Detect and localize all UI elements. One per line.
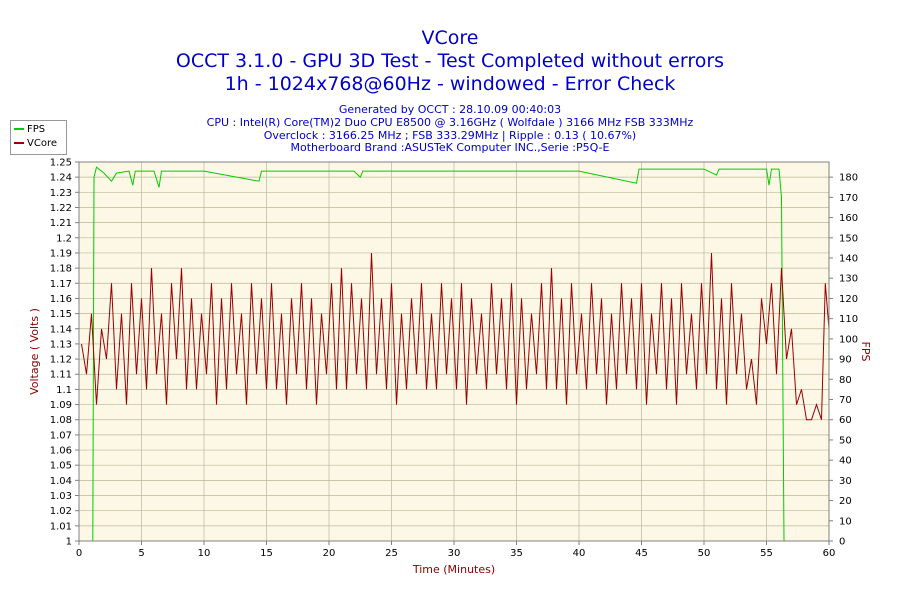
y2-tick-label: 140 [839, 254, 858, 265]
y2-tick-label: 80 [839, 375, 852, 386]
y-tick-label: 1.04 [50, 476, 72, 487]
x-tick-label: 60 [823, 548, 836, 559]
y-tick-label: 1.1 [56, 385, 72, 396]
y2-tick-label: 100 [839, 334, 858, 345]
y2-tick-label: 20 [839, 496, 852, 507]
chart-subtitle-test: OCCT 3.1.0 - GPU 3D Test - Test Complete… [175, 50, 725, 72]
y-tick-label: 1.23 [50, 188, 72, 199]
y2-tick-label: 70 [839, 395, 852, 406]
overclock-info: Overclock : 3166.25 MHz ; FSB 333.29MHz … [263, 128, 637, 142]
y-tick-label: 1.07 [50, 430, 72, 441]
grid-lines [78, 161, 830, 542]
y2-tick-label: 50 [839, 435, 852, 446]
y-tick-label: 1.21 [50, 218, 72, 229]
y-tick-label: 1.18 [50, 264, 72, 275]
y2-tick-label: 110 [839, 314, 858, 325]
y-tick-label: 1.17 [50, 279, 72, 290]
tick-labels: 0 5 10 15 20 25 30 35 40 45 50 55 601.251.241.231.22… [50, 158, 858, 560]
y2-tick-label: 10 [839, 516, 852, 527]
x-axis-label: Time (Minutes) [412, 563, 495, 576]
x-tick-label: 40 [573, 548, 586, 559]
y-tick-label: 1 [66, 537, 72, 548]
y2-tick-label: 170 [839, 193, 858, 204]
y2-tick-label: 40 [839, 456, 852, 467]
x-tick-label: 35 [510, 548, 523, 559]
y2-tick-label: 0 [839, 537, 845, 548]
legend-item-fps: FPS [14, 124, 45, 136]
y-tick-label: 1.02 [50, 506, 72, 517]
y2-tick-label: 160 [839, 213, 858, 224]
y-axis-label: Voltage ( Volts ) [28, 308, 41, 395]
legend-item-vcore: VCore [14, 138, 57, 150]
y-tick-label: 1.13 [50, 339, 72, 350]
x-tick-label: 15 [260, 548, 273, 559]
y-tick-label: 1.25 [50, 158, 72, 169]
series-line-vcore [81, 252, 830, 421]
y-tick-label: 1.24 [50, 173, 72, 184]
x-tick-label: 25 [385, 548, 398, 559]
y-tick-label: 1.06 [50, 446, 72, 457]
y-tick-label: 1.08 [50, 415, 72, 426]
y-tick-label: 1.05 [50, 461, 72, 472]
y-tick-label: 1.19 [50, 248, 72, 259]
chart-title: VCore [421, 27, 479, 49]
chart-subtitle-mode: 1h - 1024x768@60Hz - windowed - Error Ch… [224, 73, 676, 95]
x-tick-label: 55 [760, 548, 773, 559]
series-line-fps [79, 166, 829, 542]
y2-tick-label: 30 [839, 476, 852, 487]
generated-info: Generated by OCCT : 28.10.09 00:40:03 [338, 103, 562, 116]
y2-tick-label: 60 [839, 415, 852, 426]
y-tick-label: 1.09 [50, 400, 72, 411]
series-group [79, 166, 830, 542]
y2-tick-label: 90 [839, 355, 852, 366]
chart-legend: FPS VCore [10, 120, 67, 155]
y-tick-label: 1.03 [50, 491, 72, 502]
x-tick-label: 50 [698, 548, 711, 559]
legend-swatch-fps [14, 128, 24, 130]
x-tick-label: 45 [635, 548, 648, 559]
y-tick-label: 1.15 [50, 309, 72, 320]
y2-tick-label: 180 [839, 173, 858, 184]
legend-label-vcore: VCore [27, 138, 57, 149]
y-tick-label: 1.16 [50, 294, 72, 305]
x-tick-label: 30 [448, 548, 461, 559]
y-tick-label: 1.2 [56, 233, 72, 244]
y-tick-label: 1.14 [50, 324, 72, 335]
cpu-info: CPU : Intel(R) Core(TM)2 Duo CPU E8500 @… [206, 116, 694, 129]
x-tick-label: 20 [323, 548, 336, 559]
y2-tick-label: 150 [839, 233, 858, 244]
y2-tick-label: 120 [839, 294, 858, 305]
x-tick-label: 0 [76, 548, 82, 559]
x-tick-label: 10 [198, 548, 211, 559]
legend-swatch-vcore [14, 142, 24, 144]
x-tick-label: 5 [138, 548, 144, 559]
y2-axis-label: FPS [859, 342, 872, 362]
y-tick-label: 1.12 [50, 355, 72, 366]
y-tick-label: 1.11 [50, 370, 72, 381]
motherboard-info: Motherboard Brand :ASUSTeK Computer INC.… [290, 141, 610, 154]
legend-label-fps: FPS [27, 124, 46, 135]
y-tick-label: 1.22 [50, 203, 72, 214]
y2-tick-label: 130 [839, 274, 858, 285]
y-tick-label: 1.01 [50, 521, 72, 532]
